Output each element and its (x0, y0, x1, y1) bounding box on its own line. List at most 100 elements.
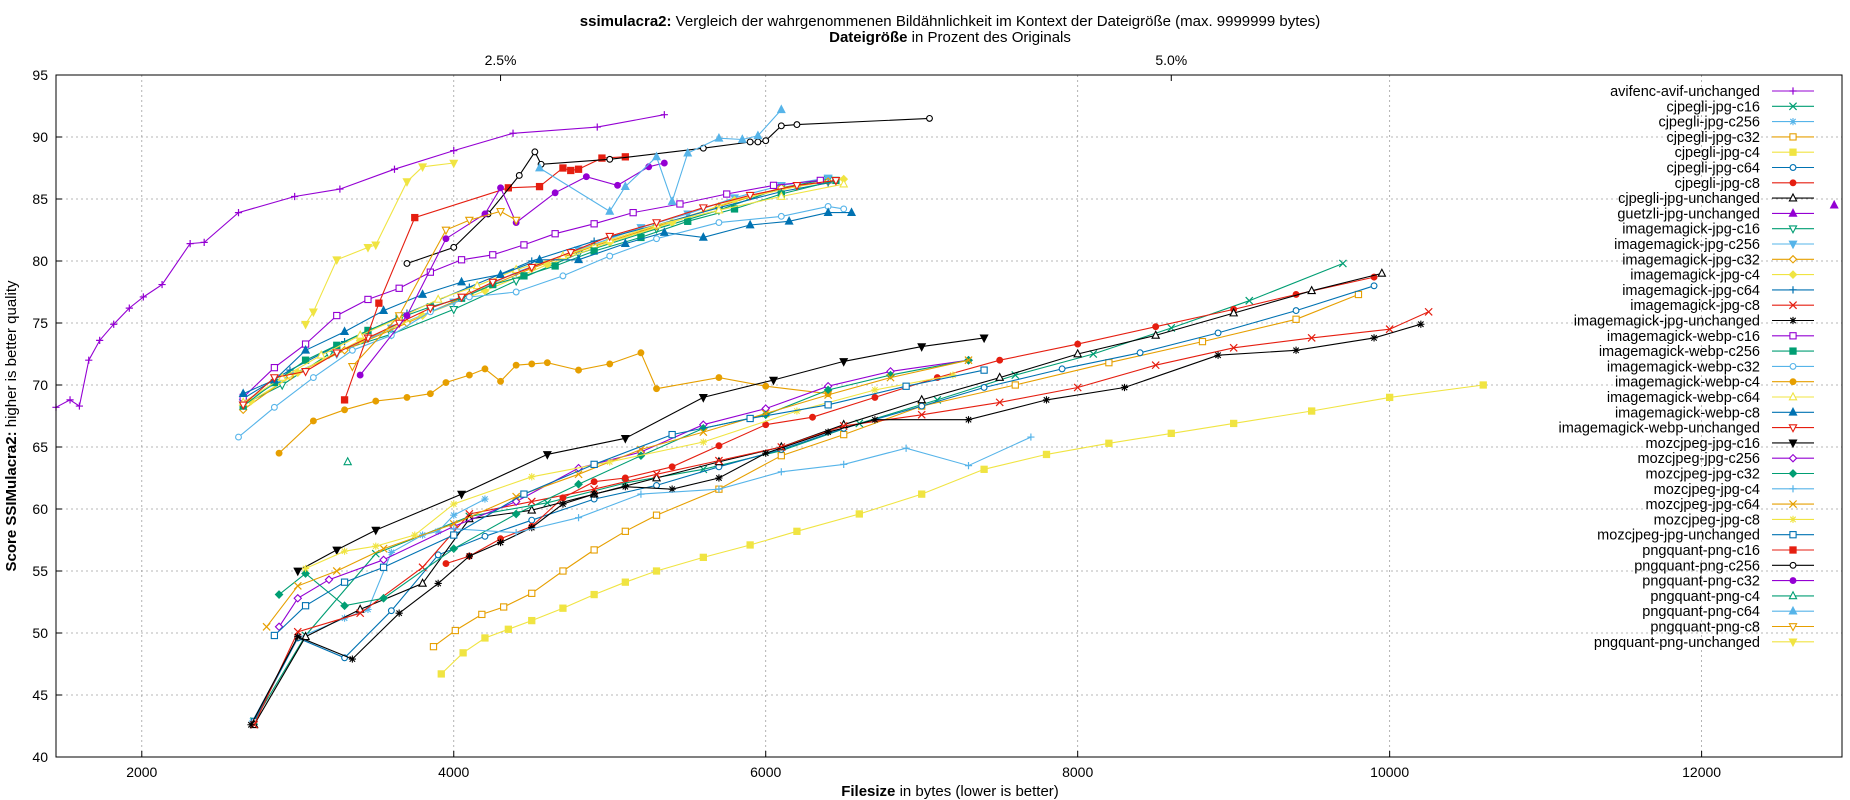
legend-label: pngquant-png-c8 (1650, 620, 1760, 636)
data-point (520, 241, 528, 249)
x2-tick-label: 2.5% (485, 52, 517, 68)
data-point (110, 320, 118, 328)
data-point (457, 276, 467, 286)
data-point (528, 516, 536, 524)
data-point (512, 288, 520, 296)
data-point (637, 233, 645, 242)
data-point (668, 463, 676, 471)
y-tick-label: 75 (32, 315, 48, 331)
data-point (621, 474, 629, 482)
legend-label: avifenc-avif-unchanged (1610, 84, 1760, 100)
data-point (730, 205, 739, 213)
data-point (606, 252, 614, 260)
data-point (379, 305, 389, 314)
data-point (737, 134, 747, 143)
data-point (531, 148, 539, 156)
legend-item: cjpegli-jpg-c16 (1667, 99, 1814, 115)
data-point (776, 104, 786, 114)
y-tick-label: 60 (32, 501, 48, 517)
data-point (777, 452, 785, 460)
data-point (309, 417, 317, 425)
data-point (762, 382, 770, 390)
data-point (449, 159, 459, 169)
data-point (776, 191, 786, 200)
data-point (840, 460, 848, 468)
data-point (372, 542, 380, 550)
data-point (478, 610, 486, 619)
data-point (784, 216, 794, 225)
data-point (809, 413, 816, 421)
data-point (1089, 349, 1098, 359)
data-point (66, 396, 74, 404)
legend-marker (1788, 469, 1798, 478)
data-point (348, 346, 356, 354)
data-point (621, 483, 629, 491)
data-point (450, 147, 458, 155)
data-point (528, 360, 536, 368)
legend-item: imagemagick-webp-c16 (1607, 329, 1814, 345)
series-line (253, 262, 1344, 722)
data-point (418, 163, 428, 173)
series-imagemagick-jpg-c16 (238, 175, 833, 411)
data-point (450, 525, 458, 533)
data-point (238, 388, 248, 398)
data-point (699, 553, 707, 562)
data-point (291, 192, 299, 201)
data-point (582, 173, 590, 181)
data-point (1151, 361, 1160, 370)
data-point (593, 123, 601, 131)
legend-marker (1789, 485, 1797, 493)
legend-item: imagemagick-webp-c4 (1615, 375, 1814, 391)
x-tick-label: 8000 (1062, 764, 1093, 780)
data-point (235, 433, 242, 441)
legend-label: mozcjpeg-jpg-c256 (1637, 451, 1760, 467)
data-point (1307, 333, 1316, 342)
data-point (504, 625, 512, 633)
data-point (535, 182, 544, 191)
data-point (1385, 325, 1394, 334)
legend-label: pngquant-png-c256 (1634, 558, 1760, 574)
data-point (301, 602, 310, 610)
data-point (316, 349, 326, 359)
series-line (440, 384, 1484, 675)
data-point (769, 181, 778, 190)
axis-ticks: 2000 4000 6000 8000 10000 12000 40 45 50 55 60 65 70… (32, 52, 1721, 780)
data-point (481, 365, 489, 373)
data-point (715, 474, 723, 482)
data-point (489, 251, 497, 259)
title-rest: Vergleich der wahrgenommenen Bildähnlich… (672, 13, 1321, 30)
data-point (667, 196, 677, 205)
series-cjpegli-jpg-c4 (437, 381, 1487, 678)
legend-item: imagemagick-webp-c256 (1599, 344, 1814, 360)
data-point (683, 147, 693, 157)
legend-marker (1788, 638, 1798, 648)
legend-label: mozcjpeg-jpg-unchanged (1597, 528, 1760, 544)
data-point (1829, 199, 1839, 209)
legend-marker (1789, 347, 1797, 355)
data-point (839, 358, 849, 367)
data-point (364, 605, 372, 614)
x-tick-label: 12000 (1682, 764, 1721, 780)
data-point (1292, 315, 1300, 323)
data-point (855, 510, 863, 518)
data-point (449, 544, 459, 554)
data-point (1308, 407, 1316, 415)
series-line (539, 109, 782, 213)
data-point (1307, 285, 1317, 295)
data-point (301, 320, 311, 330)
x2-tick-label: 5.0% (1155, 52, 1187, 68)
data-point (465, 371, 473, 379)
data-point (698, 204, 708, 213)
data-point (75, 402, 83, 410)
data-point (364, 295, 372, 304)
data-point (450, 500, 458, 508)
data-point (1424, 307, 1433, 316)
series-pngquant-png-c8 (347, 208, 521, 372)
data-point (590, 460, 598, 469)
data-point (403, 260, 411, 267)
legend-label: imagemagick-webp-c32 (1607, 359, 1760, 375)
legend-marker (1788, 407, 1798, 416)
data-point (769, 376, 779, 386)
data-point (606, 360, 614, 368)
data-point (472, 280, 482, 290)
